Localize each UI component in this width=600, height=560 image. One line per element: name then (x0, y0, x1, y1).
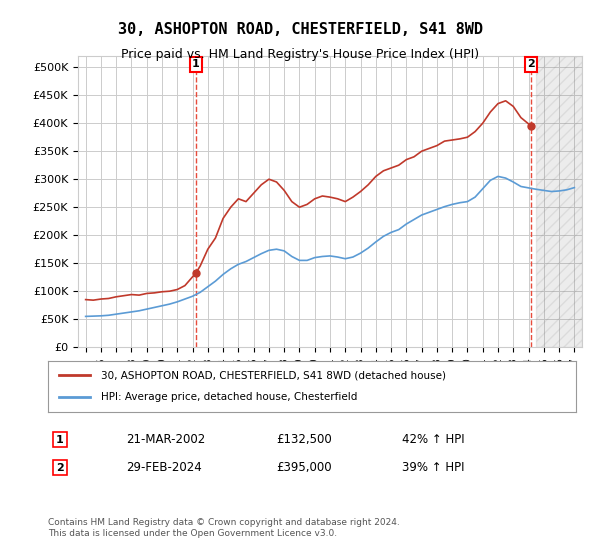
Text: 39% ↑ HPI: 39% ↑ HPI (402, 461, 464, 474)
Bar (536, 56, 582, 347)
Text: Contains HM Land Registry data © Crown copyright and database right 2024.
This d: Contains HM Land Registry data © Crown c… (48, 518, 400, 538)
Text: 21-MAR-2002: 21-MAR-2002 (126, 433, 205, 446)
Text: 1: 1 (56, 435, 64, 445)
Text: Price paid vs. HM Land Registry's House Price Index (HPI): Price paid vs. HM Land Registry's House … (121, 48, 479, 60)
Text: 30, ASHOPTON ROAD, CHESTERFIELD, S41 8WD (detached house): 30, ASHOPTON ROAD, CHESTERFIELD, S41 8WD… (101, 370, 446, 380)
Text: £132,500: £132,500 (276, 433, 332, 446)
Text: 2: 2 (527, 59, 535, 69)
Text: 42% ↑ HPI: 42% ↑ HPI (402, 433, 464, 446)
Text: HPI: Average price, detached house, Chesterfield: HPI: Average price, detached house, Ches… (101, 393, 357, 403)
Text: £395,000: £395,000 (276, 461, 332, 474)
Text: 29-FEB-2024: 29-FEB-2024 (126, 461, 202, 474)
Text: 30, ASHOPTON ROAD, CHESTERFIELD, S41 8WD: 30, ASHOPTON ROAD, CHESTERFIELD, S41 8WD (118, 22, 482, 38)
Text: 2: 2 (56, 463, 64, 473)
Text: 1: 1 (192, 59, 200, 69)
